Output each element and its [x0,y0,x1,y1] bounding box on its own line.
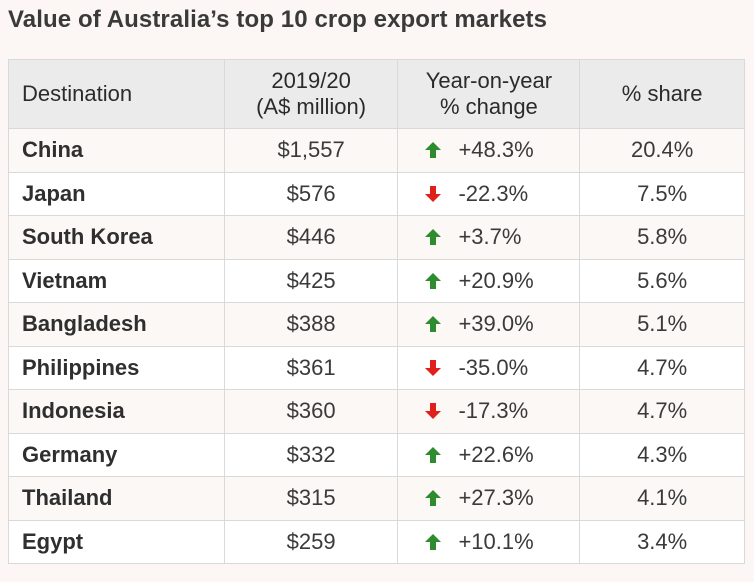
change-content: +22.6% [424,442,579,468]
change-cell: +20.9% [397,258,581,303]
table-row: China $1,557 +48.3% 20.4% [8,128,745,173]
change-cell: +27.3% [397,476,581,521]
value-cell: $361 [223,345,399,390]
change-cell: -22.3% [397,171,581,216]
destination-cell: Indonesia [8,389,225,434]
value-cell: $1,557 [223,128,399,173]
change-content: -17.3% [424,398,579,424]
header-value: 2019/20 (A$ million) [223,59,399,129]
value-cell: $388 [223,302,399,347]
value-cell: $576 [223,171,399,216]
destination-cell: Germany [8,432,225,477]
share-cell: 7.5% [579,171,745,216]
table-row: Vietnam $425 +20.9% 5.6% [8,258,745,303]
crop-export-table: Destination 2019/20 (A$ million) Year-on… [8,59,745,564]
arrow-down-icon [424,185,442,203]
change-cell: -17.3% [397,389,581,434]
share-cell: 3.4% [579,519,745,564]
table-row: Bangladesh $388 +39.0% 5.1% [8,302,745,347]
table-row: Philippines $361 -35.0% 4.7% [8,345,745,390]
arrow-up-icon [424,228,442,246]
change-content: -22.3% [424,181,579,207]
share-cell: 5.8% [579,215,745,260]
change-value: -22.3% [458,180,529,206]
header-share: % share [579,59,745,129]
change-value: +22.6% [458,441,534,467]
destination-cell: Japan [8,171,225,216]
change-cell: +3.7% [397,215,581,260]
share-cell: 4.1% [579,476,745,521]
arrow-up-icon [424,141,442,159]
share-cell: 20.4% [579,128,745,173]
header-change: Year-on-year % change [397,59,581,129]
change-value: +10.1% [458,528,534,554]
destination-cell: Thailand [8,476,225,521]
change-content: -35.0% [424,355,579,381]
header-change-line2: % change [439,94,538,119]
destination-cell: Egypt [8,519,225,564]
share-cell: 5.1% [579,302,745,347]
table-row: Germany $332 +22.6% 4.3% [8,432,745,477]
header-row: Destination 2019/20 (A$ million) Year-on… [8,59,745,129]
change-cell: -35.0% [397,345,581,390]
table-row: Japan $576 -22.3% 7.5% [8,171,745,216]
table-body: China $1,557 +48.3% 20.4% Japan $576 -22.3% 7.5… [8,128,745,564]
table-row: South Korea $446 +3.7% 5.8% [8,215,745,260]
change-value: -17.3% [458,398,529,424]
header-value-line2: (A$ million) [256,94,367,119]
chart-title: Value of Australia’s top 10 crop export … [8,6,548,33]
change-content: +3.7% [424,224,579,250]
header-value-line1: 2019/20 [271,68,351,93]
table-header: Destination 2019/20 (A$ million) Year-on… [8,59,745,129]
value-cell: $259 [223,519,399,564]
change-value: +48.3% [458,137,534,163]
value-cell: $332 [223,432,399,477]
change-cell: +48.3% [397,128,581,173]
value-cell: $425 [223,258,399,303]
change-content: +20.9% [424,268,579,294]
share-cell: 4.3% [579,432,745,477]
change-content: +10.1% [424,529,579,555]
arrow-up-icon [424,272,442,290]
table-row: Indonesia $360 -17.3% 4.7% [8,389,745,434]
share-cell: 4.7% [579,389,745,434]
destination-cell: China [8,128,225,173]
destination-cell: Vietnam [8,258,225,303]
value-cell: $315 [223,476,399,521]
destination-cell: Bangladesh [8,302,225,347]
change-value: +39.0% [458,311,534,337]
arrow-up-icon [424,315,442,333]
share-cell: 4.7% [579,345,745,390]
share-cell: 5.6% [579,258,745,303]
value-cell: $360 [223,389,399,434]
change-cell: +39.0% [397,302,581,347]
change-cell: +10.1% [397,519,581,564]
change-value: +20.9% [458,267,534,293]
destination-cell: Philippines [8,345,225,390]
arrow-up-icon [424,446,442,464]
table-row: Thailand $315 +27.3% 4.1% [8,476,745,521]
destination-cell: South Korea [8,215,225,260]
change-value: -35.0% [458,354,529,380]
arrow-down-icon [424,402,442,420]
arrow-up-icon [424,489,442,507]
header-change-line1: Year-on-year [425,68,553,93]
table-row: Egypt $259 +10.1% 3.4% [8,519,745,564]
change-content: +27.3% [424,485,579,511]
arrow-down-icon [424,359,442,377]
change-cell: +22.6% [397,432,581,477]
change-value: +27.3% [458,485,534,511]
arrow-up-icon [424,533,442,551]
value-cell: $446 [223,215,399,260]
change-content: +48.3% [424,137,579,163]
change-content: +39.0% [424,311,579,337]
header-destination: Destination [8,59,225,129]
change-value: +3.7% [458,224,522,250]
